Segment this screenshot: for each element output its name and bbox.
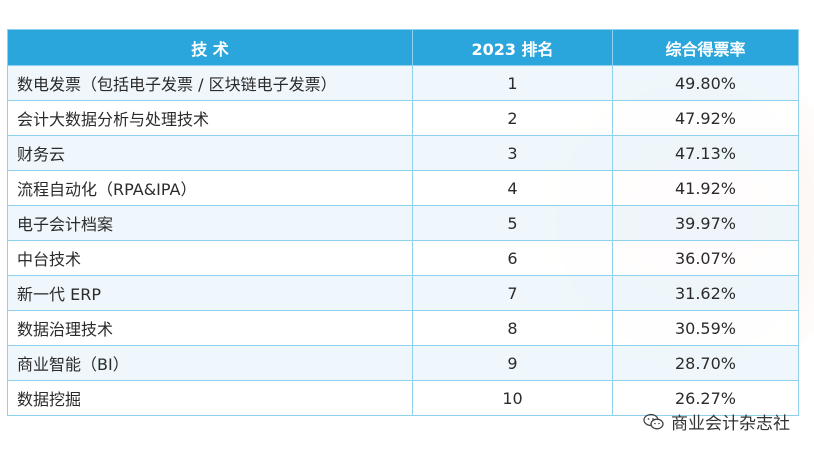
cell-tech: 商业智能（BI） <box>7 345 413 381</box>
header-rate: 综合得票率 <box>612 29 799 66</box>
cell-rank: 8 <box>412 310 613 346</box>
cell-rate: 47.92% <box>612 100 799 136</box>
cell-rate: 41.92% <box>612 170 799 206</box>
cell-rate: 28.70% <box>612 345 799 381</box>
header-rank: 2023 排名 <box>412 29 613 66</box>
cell-rank: 3 <box>412 135 613 171</box>
table-body: 数电发票（包括电子发票 / 区块链电子发票） 1 49.80% 会计大数据分析与… <box>7 65 799 416</box>
cell-rank: 6 <box>412 240 613 276</box>
table-row: 数据治理技术 8 30.59% <box>7 310 799 346</box>
cell-rank: 2 <box>412 100 613 136</box>
cell-rank: 7 <box>412 275 613 311</box>
source-label: 商业会计杂志社 <box>671 414 790 434</box>
table-row: 商业智能（BI） 9 28.70% <box>7 345 799 381</box>
wechat-icon <box>643 413 665 431</box>
cell-tech: 财务云 <box>7 135 413 171</box>
table-row: 中台技术 6 36.07% <box>7 240 799 276</box>
cell-rate: 39.97% <box>612 205 799 241</box>
cell-tech: 流程自动化（RPA&IPA） <box>7 170 413 206</box>
cell-tech: 新一代 ERP <box>7 275 413 311</box>
table-row: 流程自动化（RPA&IPA） 4 41.92% <box>7 170 799 206</box>
cell-tech: 电子会计档案 <box>7 205 413 241</box>
cell-rate: 31.62% <box>612 275 799 311</box>
table-row: 新一代 ERP 7 31.62% <box>7 275 799 311</box>
cell-rate: 47.13% <box>612 135 799 171</box>
source-watermark: 商业会计杂志社 <box>643 409 790 434</box>
cell-tech: 数电发票（包括电子发票 / 区块链电子发票） <box>7 65 413 101</box>
table-row: 电子会计档案 5 39.97% <box>7 205 799 241</box>
cell-rank: 10 <box>412 380 613 416</box>
cell-rank: 9 <box>412 345 613 381</box>
table-row: 财务云 3 47.13% <box>7 135 799 171</box>
header-tech: 技 术 <box>7 29 413 66</box>
cell-tech: 数据治理技术 <box>7 310 413 346</box>
table-row: 数据挖掘 10 26.27% <box>7 380 799 416</box>
table-header: 技 术 2023 排名 综合得票率 <box>7 29 799 66</box>
cell-rank: 5 <box>412 205 613 241</box>
cell-rate: 49.80% <box>612 65 799 101</box>
cell-tech: 数据挖掘 <box>7 380 413 416</box>
table-row: 数电发票（包括电子发票 / 区块链电子发票） 1 49.80% <box>7 65 799 101</box>
ranking-table-container: 技 术 2023 排名 综合得票率 数电发票（包括电子发票 / 区块链电子发票）… <box>7 29 799 416</box>
cell-rank: 4 <box>412 170 613 206</box>
cell-rank: 1 <box>412 65 613 101</box>
cell-rate: 26.27% <box>612 380 799 416</box>
header-row: 技 术 2023 排名 综合得票率 <box>7 29 799 66</box>
cell-rate: 36.07% <box>612 240 799 276</box>
ranking-table: 技 术 2023 排名 综合得票率 数电发票（包括电子发票 / 区块链电子发票）… <box>7 29 799 416</box>
cell-rate: 30.59% <box>612 310 799 346</box>
cell-tech: 会计大数据分析与处理技术 <box>7 100 413 136</box>
cell-tech: 中台技术 <box>7 240 413 276</box>
table-row: 会计大数据分析与处理技术 2 47.92% <box>7 100 799 136</box>
